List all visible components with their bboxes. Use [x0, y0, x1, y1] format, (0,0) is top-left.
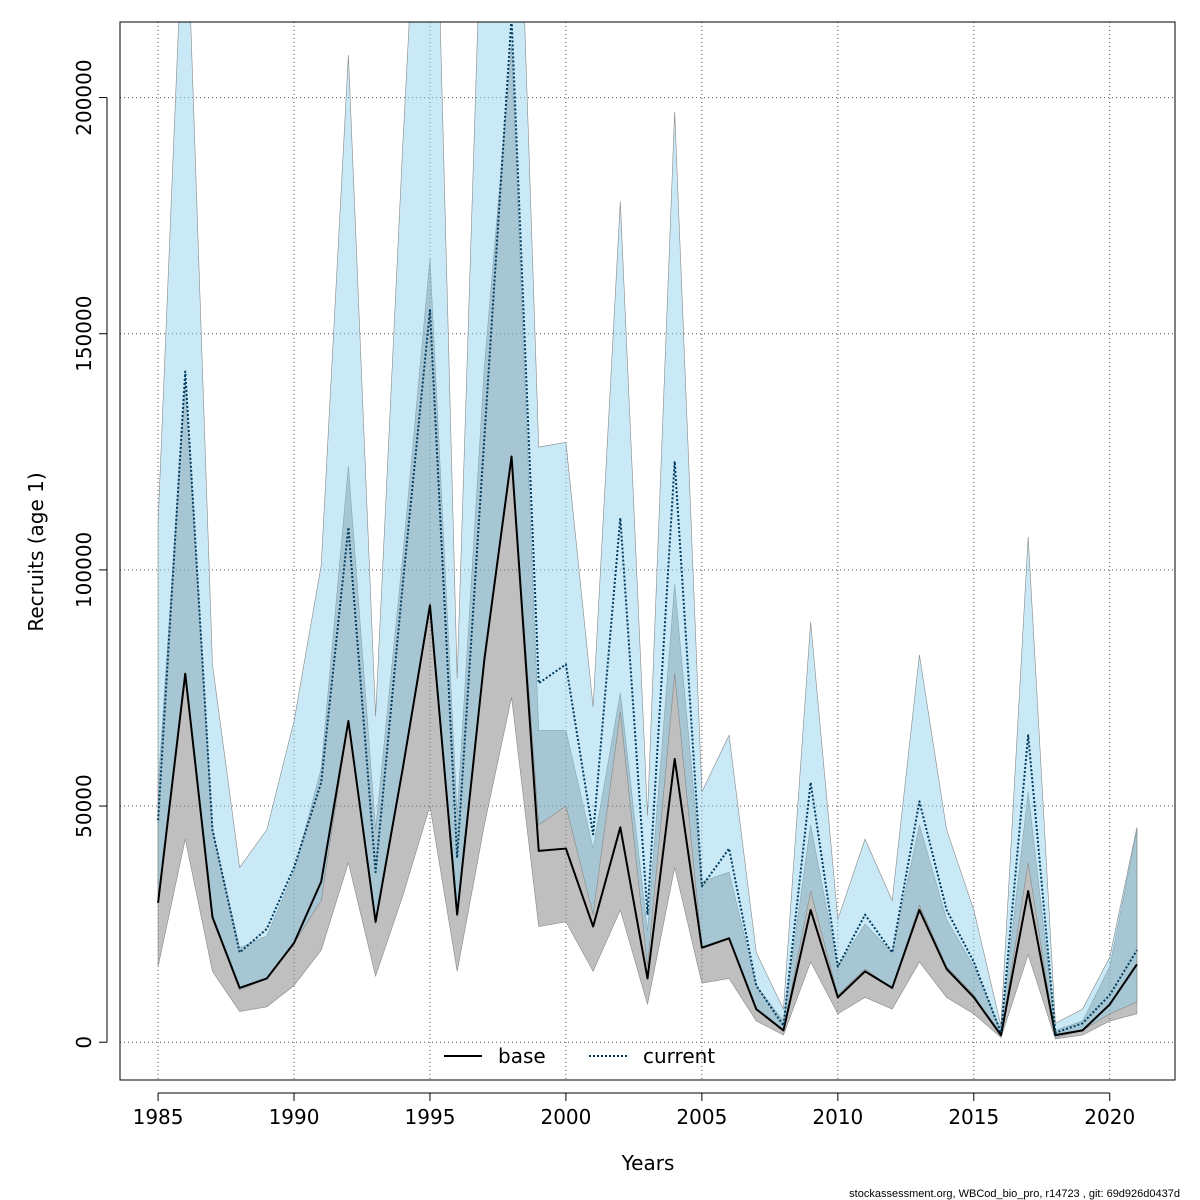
y-tick-label: 150000	[72, 296, 96, 372]
x-tick-label: 1990	[269, 1105, 320, 1129]
x-tick-label: 1995	[405, 1105, 456, 1129]
y-axis: 0 50000 100000 150000 200000	[72, 59, 108, 1049]
series-lines	[157, 22, 1138, 1037]
x-axis-label: Years	[621, 1151, 675, 1175]
x-tick-label: 2005	[676, 1105, 727, 1129]
x-tick-label: 2010	[812, 1105, 863, 1129]
x-tick-label: 1985	[133, 1105, 184, 1129]
y-tick-label: 100000	[72, 532, 96, 608]
series-line-base	[157, 455, 1138, 1037]
footer-credit: stockassessment.org, WBCod_bio_pro, r147…	[849, 1188, 1180, 1200]
legend-label-base: base	[498, 1044, 546, 1068]
legend-label-current: current	[643, 1044, 715, 1068]
x-tick-label: 2020	[1084, 1105, 1135, 1129]
y-tick-label: 50000	[72, 774, 96, 838]
x-tick-label: 2015	[948, 1105, 999, 1129]
x-tick-label: 2000	[540, 1105, 591, 1129]
grid-lines	[120, 22, 1175, 1080]
y-axis-label: Recruits (age 1)	[24, 472, 48, 631]
y-tick-label: 0	[72, 1036, 96, 1049]
plot-frame	[119, 21, 1176, 1081]
legend: base current	[444, 1044, 715, 1068]
y-tick-label: 200000	[72, 59, 96, 135]
x-axis: 1985 1990 1995 2000 2005 2010 2015 2020	[133, 1092, 1135, 1129]
confidence-band-base	[157, 45, 1138, 1040]
